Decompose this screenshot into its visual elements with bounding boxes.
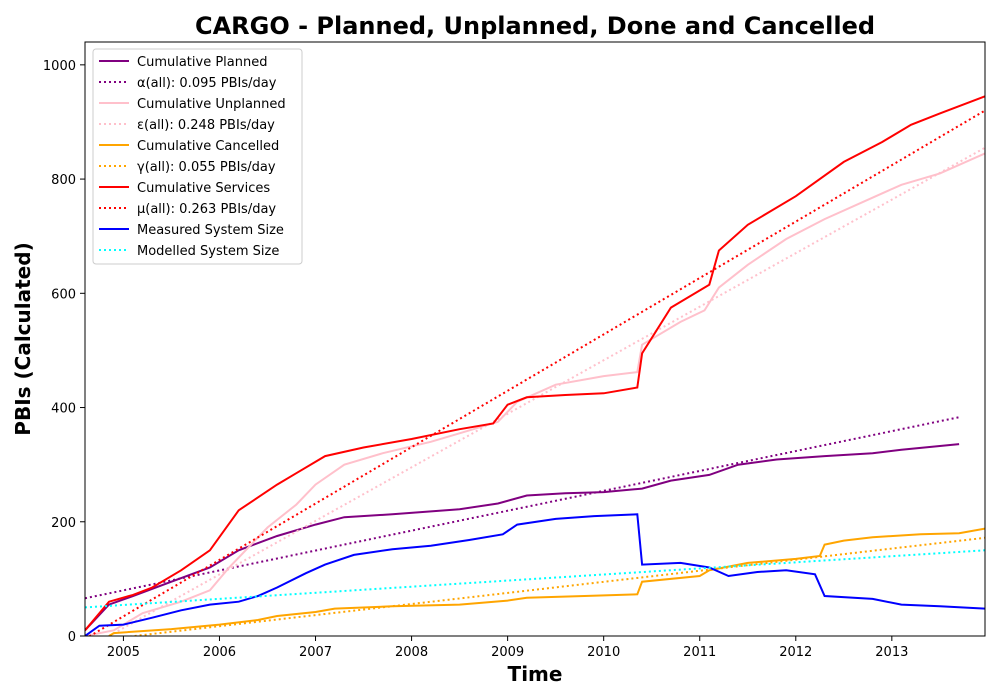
series-line-4 [108,527,985,636]
series-line-6 [85,95,985,631]
legend-entry: ε(all): 0.248 PBIs/day [137,118,275,133]
legend-entry: α(all): 0.095 PBIs/day [137,76,277,91]
legend-entry: Cumulative Cancelled [137,139,279,154]
y-axis-ticks: 0 200 400 600 800 1000 [43,59,85,645]
plot-frame [84,41,986,637]
legend-entry: Measured System Size [137,223,284,238]
x-tick-label: 2013 [875,645,908,660]
legend-entry: Modelled System Size [137,244,279,259]
x-tick-label: 2006 [203,645,236,660]
plot-lines [85,95,985,636]
series-line-5 [125,536,985,636]
series-line-7 [87,109,985,636]
legend-entry: Cumulative Services [137,181,270,196]
series-line-0 [85,443,960,631]
x-axis-label: Time [508,662,563,686]
legend-entry: Cumulative Unplanned [137,97,286,112]
x-tick-label: 2011 [683,645,716,660]
x-tick-label: 2009 [491,645,524,660]
y-tick-label: 0 [68,630,76,645]
x-tick-label: 2008 [395,645,428,660]
x-tick-label: 2005 [107,645,140,660]
x-axis-ticks: 2005 2006 2007 2008 2009 2010 2011 2012 2013 [107,636,908,660]
series-line-1 [85,416,960,600]
x-tick-label: 2012 [779,645,812,660]
y-tick-label: 600 [51,287,76,302]
y-tick-label: 800 [51,173,76,188]
y-axis-label: PBIs (Calculated) [11,242,35,435]
series-line-9 [85,549,985,609]
y-tick-label: 400 [51,402,76,417]
chart-title: CARGO - Planned, Unplanned, Done and Can… [195,12,875,40]
y-tick-label: 200 [51,516,76,531]
legend-entry: Cumulative Planned [137,55,267,70]
legend-box [92,48,303,265]
x-tick-label: 2007 [299,645,332,660]
legend: Cumulative Planned α(all): 0.095 PBIs/day… [92,48,303,265]
y-tick-label: 1000 [43,59,76,74]
legend-entry: μ(all): 0.263 PBIs/day [137,202,276,217]
series-line-8 [85,513,985,636]
series-line-3 [108,146,985,636]
legend-entry: γ(all): 0.055 PBIs/day [137,160,276,175]
x-tick-label: 2010 [587,645,620,660]
